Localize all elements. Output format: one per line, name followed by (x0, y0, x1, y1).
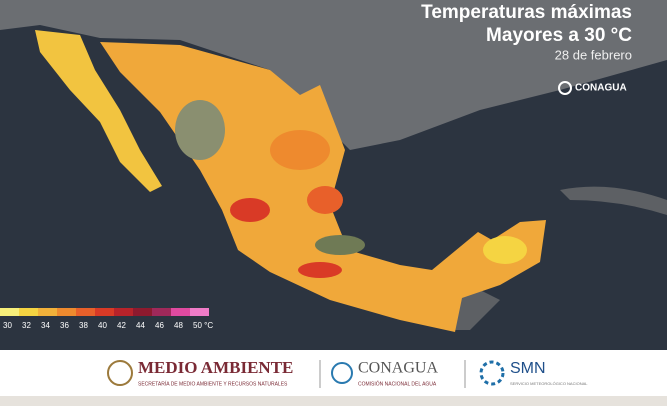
legend-label: 44 (136, 321, 145, 330)
map-title: Temperaturas máximas (421, 2, 632, 23)
heat-area (307, 186, 343, 214)
logo-icon (479, 360, 505, 386)
legend-swatch (95, 308, 114, 316)
legend-swatch (38, 308, 57, 316)
legend-label: 30 (3, 321, 12, 330)
legend-swatch (57, 308, 76, 316)
cool-area (175, 100, 225, 160)
legend-label: 36 (60, 321, 69, 330)
legend-swatch (133, 308, 152, 316)
map-subtitle: Mayores a 30 °C (486, 25, 632, 46)
footer-logo-caption: COMISIÓN NACIONAL DEL AGUA (358, 380, 437, 387)
legend-swatch (0, 308, 19, 316)
heat-area (230, 198, 270, 222)
footer-logo-name: MEDIO AMBIENTE (138, 358, 293, 377)
usa-land (0, 0, 667, 150)
heat-area (298, 262, 342, 278)
heat-area (270, 130, 330, 170)
legend-label: 50 °C (193, 321, 213, 330)
legend: 30 32 34 36 38 40 42 44 46 48 50 °C (0, 308, 213, 330)
footer-logo-name: SMN (510, 360, 546, 377)
logo-icon (558, 81, 572, 95)
map-date: 28 de febrero (555, 47, 632, 62)
legend-swatch (152, 308, 171, 316)
legend-swatch (19, 308, 38, 316)
legend-swatch (171, 308, 190, 316)
baja-california (35, 30, 162, 192)
logo-icon (107, 360, 133, 386)
footer-logo-caption: SECRETARÍA DE MEDIO AMBIENTE Y RECURSOS … (138, 380, 288, 387)
legend-label: 40 (98, 321, 107, 330)
legend-label: 46 (155, 321, 164, 330)
legend-label: 48 (174, 321, 183, 330)
footer-logo-caption: SERVICIO METEOROLÓGICO NACIONAL (510, 381, 588, 386)
cool-area (315, 235, 365, 255)
legend-label: 42 (117, 321, 126, 330)
legend-swatch (190, 308, 209, 316)
legend-label: 32 (22, 321, 31, 330)
footer-logo-name: CONAGUA (358, 360, 438, 377)
logo-icon (331, 362, 353, 384)
legend-swatch (76, 308, 95, 316)
logo-text: CONAGUA (575, 83, 627, 94)
cuba-land (560, 186, 667, 215)
footer-band (0, 350, 667, 396)
footer-strip (0, 396, 667, 406)
heat-area (483, 236, 527, 264)
guatemala-land (455, 290, 500, 330)
legend-swatch (114, 308, 133, 316)
legend-label: 34 (41, 321, 50, 330)
legend-label: 38 (79, 321, 88, 330)
